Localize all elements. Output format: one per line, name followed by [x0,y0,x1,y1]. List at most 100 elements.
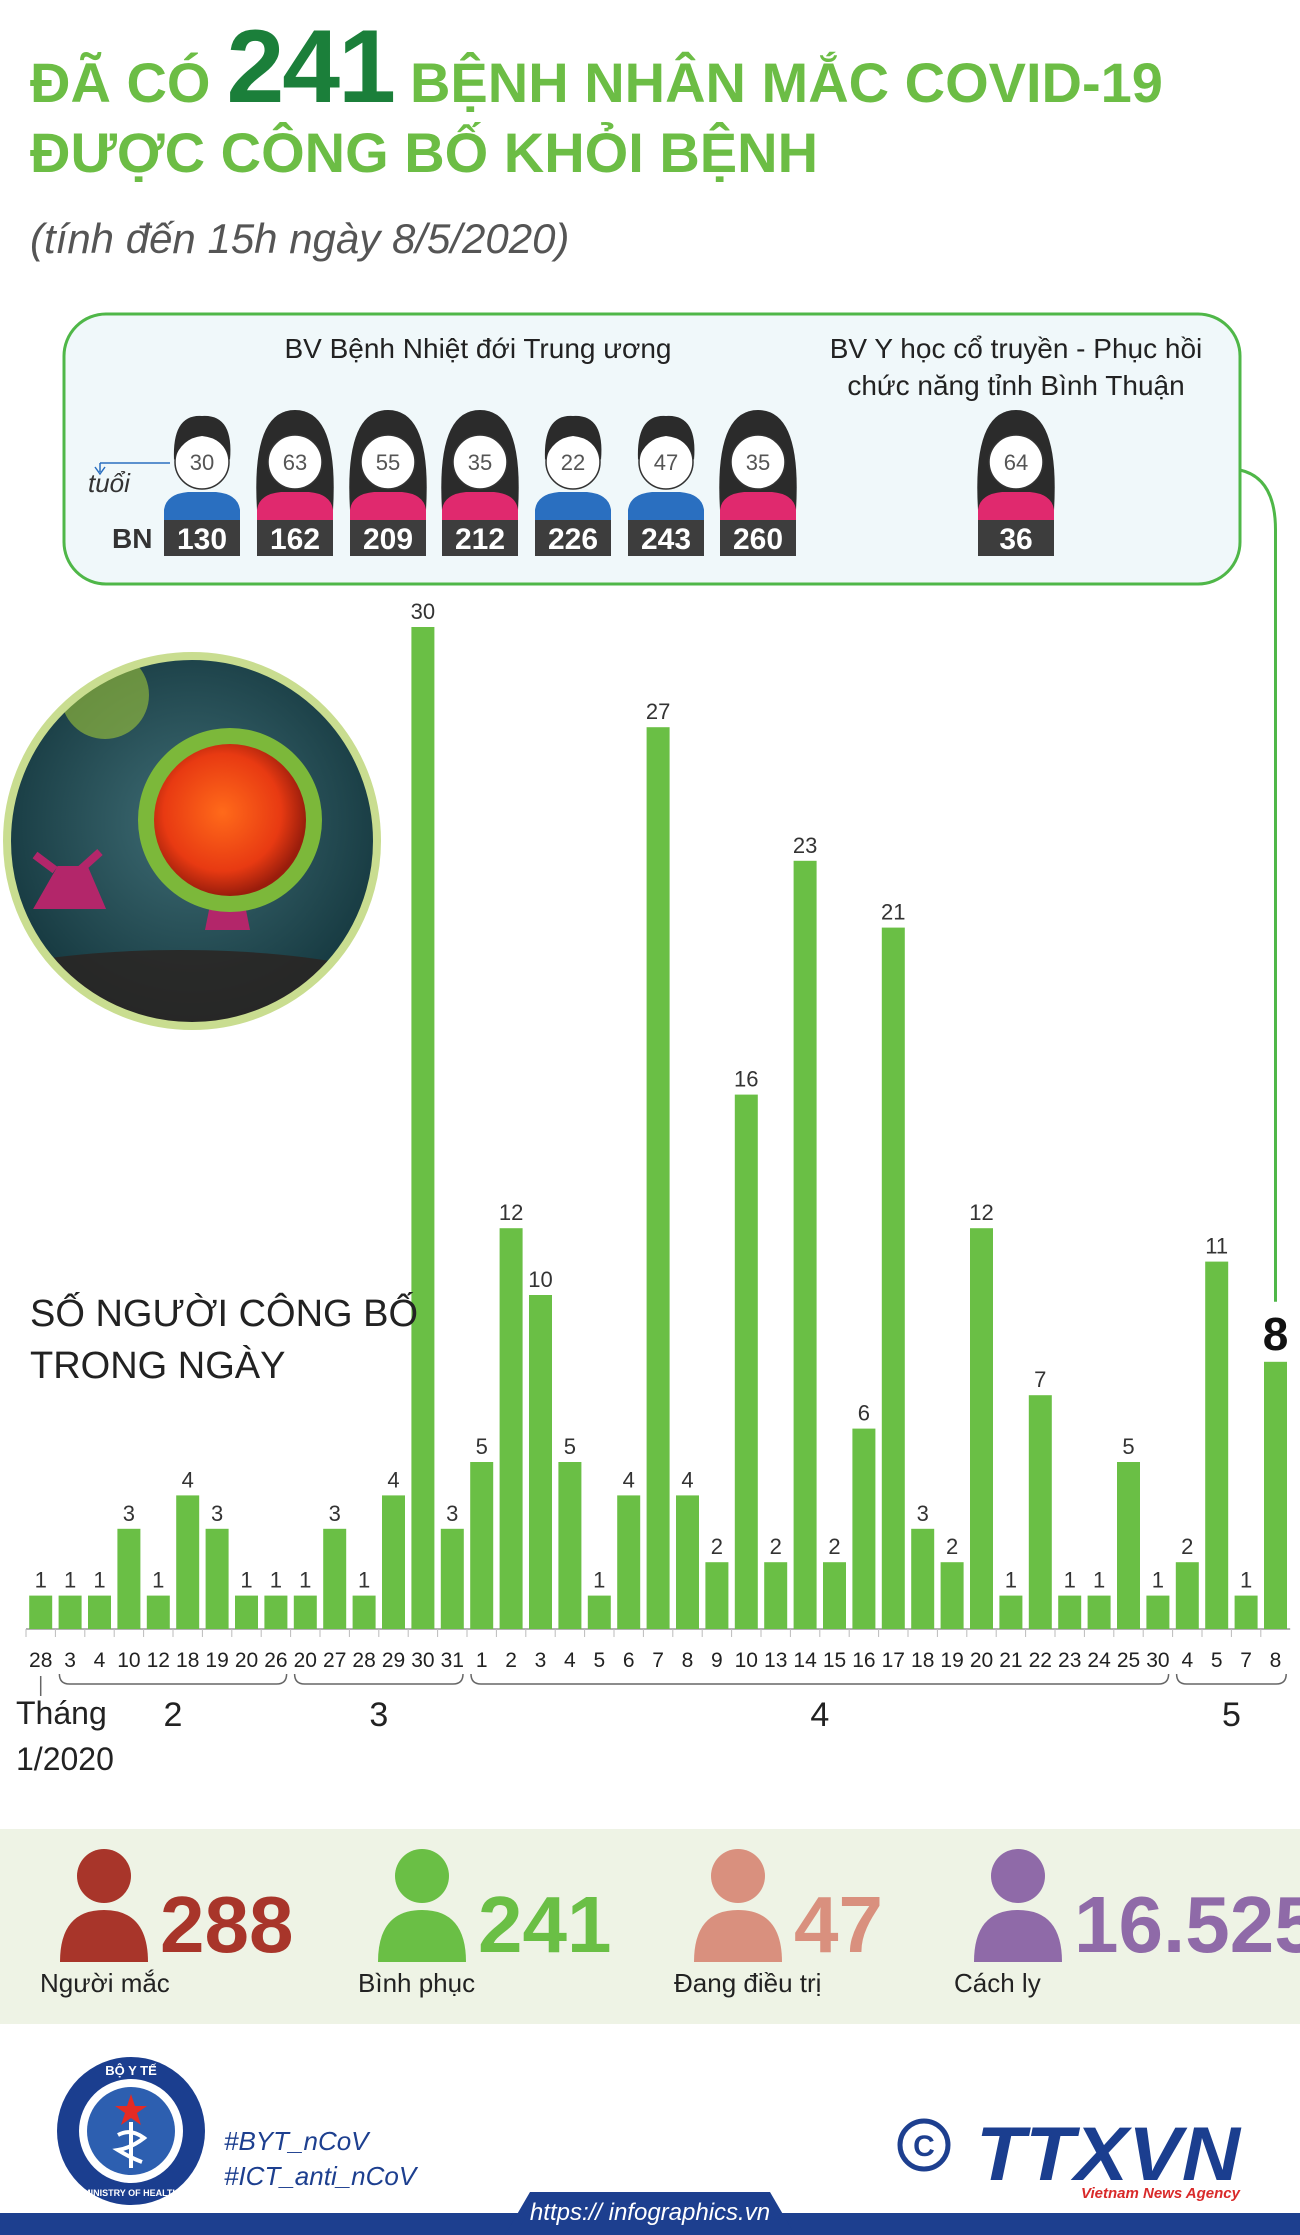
patient-age: 47 [654,450,678,475]
value-label: 7 [1034,1367,1046,1392]
stat-label: Cách ly [954,1968,1041,1998]
value-label: 1 [64,1568,76,1593]
bar [29,1595,53,1629]
value-label: 5 [564,1434,576,1459]
value-label: 23 [793,833,817,858]
agency-logo: TTXVN [976,2112,1242,2197]
value-label: 1 [152,1568,164,1593]
patient-id: 243 [641,523,691,556]
shirt [535,492,611,522]
x-tick-label: 7 [652,1649,664,1672]
bar [1087,1595,1111,1629]
patient-age: 30 [190,450,214,475]
x-tick-label: 10 [117,1649,140,1672]
x-tick-label: 18 [176,1649,199,1672]
chart-title: SỐ NGƯỜI CÔNG BỐ TRONG NGÀY [30,1293,419,1387]
value-label: 4 [681,1467,693,1492]
x-tick-label: 22 [1029,1649,1052,1672]
x-tick-label: 10 [735,1649,758,1672]
stat-label: Bình phục [358,1968,475,1998]
x-tick-label: 13 [764,1649,787,1672]
bar [852,1428,876,1629]
bar [176,1495,200,1629]
x-tick-label: 6 [623,1649,635,1672]
value-label: 1 [1064,1568,1076,1593]
shirt [628,492,704,522]
bar [646,727,670,1629]
patient-age: 35 [746,450,770,475]
face [360,434,416,490]
ground [7,950,377,1026]
bar [382,1495,405,1629]
person-icon [991,1849,1045,1903]
patient-tag [164,520,240,556]
person-icon [378,1910,466,1962]
person-icon [60,1910,148,1962]
bar [940,1562,964,1629]
hospital-name: BV Bệnh Nhiệt đới Trung ương [284,333,672,364]
stat-value: 241 [478,1880,611,1969]
bar [734,1094,758,1629]
stat-label: Người mắc [40,1968,170,1998]
x-tick-label: 23 [1058,1649,1081,1672]
hashtag: #ICT_anti_nCoV [224,2161,419,2191]
ministry-star [115,2094,147,2125]
patient-id: 212 [455,523,505,556]
x-tick-label: 24 [1087,1649,1111,1672]
group-label: 2 [164,1696,183,1734]
value-label: 1 [240,1568,252,1593]
x-tick-label: 8 [682,1649,694,1672]
x-tick-label: 12 [147,1649,170,1672]
x-tick-label: 30 [411,1649,434,1672]
person-icon [711,1849,765,1903]
hair [637,415,695,460]
x-tick-label: 27 [323,1649,346,1672]
value-label: 16 [734,1067,758,1092]
bar [823,1562,846,1629]
x-tick-label: 20 [294,1649,317,1672]
value-label: 1 [593,1568,605,1593]
x-tick-label: 5 [1211,1649,1223,1672]
url: https:// infographics.vn [530,2199,770,2226]
ministry-en: MINISTRY OF HEALTH [83,2188,179,2198]
x-tick-label: 18 [911,1649,934,1672]
bar [1028,1395,1052,1629]
bar [146,1595,170,1629]
patient-tag [628,520,704,556]
x-tick-label: 2 [505,1649,517,1672]
bar [705,1562,729,1629]
title-prefix: ĐÃ CÓ [30,51,211,114]
stat-label: Đang điều trị [674,1968,821,1998]
agency-en: Vietnam News Agency [1081,2185,1241,2202]
patient-id: 162 [270,523,320,556]
title-rest: BỆNH NHÂN MẮC COVID-19 [409,51,1163,114]
bar [1264,1361,1287,1629]
bar [587,1595,611,1629]
x-tick-label: 16 [852,1649,875,1672]
value-label: 5 [476,1434,488,1459]
value-label: 2 [711,1534,723,1559]
x-tick-label: 4 [94,1649,106,1672]
value-label: 4 [387,1467,399,1492]
bar [764,1562,788,1629]
value-label: 12 [969,1200,993,1225]
group-label: 3 [369,1696,388,1734]
group-bracket [1175,1673,1287,1685]
bar [1117,1462,1140,1629]
person-icon [395,1849,449,1903]
x-tick-label: 21 [999,1649,1022,1672]
title-number: 241 [226,9,396,125]
patient-tag [257,520,333,556]
bar [264,1595,288,1629]
x-tick-label: 1 [476,1649,488,1672]
bar [911,1528,935,1629]
patient-tag [350,520,426,556]
value-label: 2 [946,1534,958,1559]
face [730,434,786,490]
face [267,434,323,490]
x-tick-label: 29 [382,1649,405,1672]
bar [1058,1595,1082,1629]
virus-body [154,744,306,896]
value-label: 8 [1263,1308,1289,1360]
